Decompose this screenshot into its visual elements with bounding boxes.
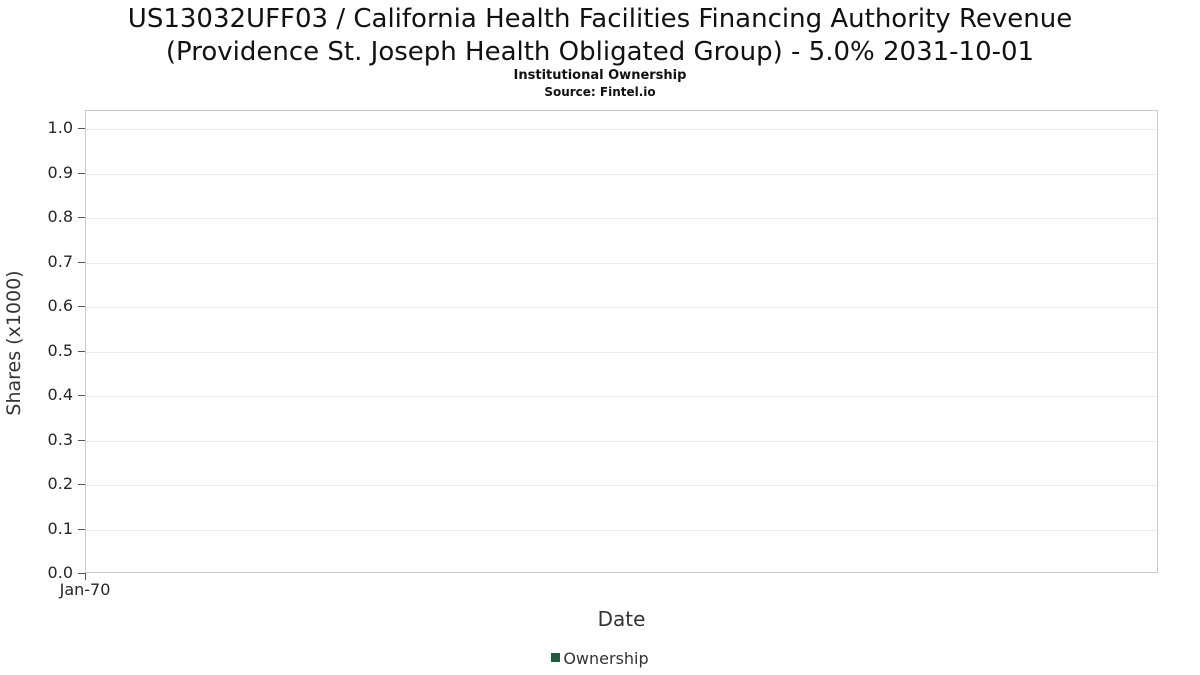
- y-tick-mark: [78, 395, 85, 396]
- gridline: [86, 530, 1157, 531]
- y-tick-mark: [78, 573, 85, 574]
- gridline: [86, 307, 1157, 308]
- y-tick-label: 0.2: [47, 474, 73, 493]
- y-tick-mark: [78, 306, 85, 307]
- y-tick-mark: [78, 440, 85, 441]
- y-tick-label: 0.4: [47, 385, 73, 404]
- plot-area: [85, 110, 1158, 573]
- chart-title-line-2: (Providence St. Joseph Health Obligated …: [165, 37, 1035, 67]
- y-tick-mark: [78, 173, 85, 174]
- y-tick-label: 0.3: [47, 430, 73, 449]
- y-tick-label: 0.9: [47, 163, 73, 182]
- y-tick-mark: [78, 128, 85, 129]
- y-tick-mark: [78, 351, 85, 352]
- legend: Ownership: [0, 648, 1200, 668]
- gridline: [86, 129, 1157, 130]
- chart-title-line-1: US13032UFF03 / California Health Facilit…: [127, 4, 1073, 34]
- gridline: [86, 218, 1157, 219]
- gridline: [86, 352, 1157, 353]
- gridline: [86, 396, 1157, 397]
- chart-source-text: Source: Fintel.io: [544, 85, 656, 99]
- gridline: [86, 263, 1157, 264]
- y-tick-label: 1.0: [47, 118, 73, 137]
- y-tick-mark: [78, 262, 85, 263]
- y-tick-label: 0.1: [47, 519, 73, 538]
- x-tick-label: Jan-70: [59, 580, 111, 599]
- gridline: [86, 485, 1157, 486]
- y-tick-label: 0.0: [47, 563, 73, 582]
- y-tick-mark: [78, 217, 85, 218]
- gridline: [86, 441, 1157, 442]
- gridline: [86, 174, 1157, 175]
- y-tick-label: 0.5: [47, 341, 73, 360]
- chart-subtitle: Institutional Ownership: [513, 68, 687, 83]
- x-tick-mark: [85, 573, 86, 580]
- y-tick-label: 0.8: [47, 207, 73, 226]
- legend-swatch-ownership: [551, 653, 561, 662]
- y-tick-label: 0.7: [47, 252, 73, 271]
- chart-title: US13032UFF03 / California Health Facilit…: [0, 3, 1200, 69]
- y-tick-label: 0.6: [47, 296, 73, 315]
- y-tick-mark: [78, 484, 85, 485]
- y-tick-mark: [78, 529, 85, 530]
- x-axis-label: Date: [597, 607, 646, 631]
- legend-label-ownership: Ownership: [563, 649, 649, 668]
